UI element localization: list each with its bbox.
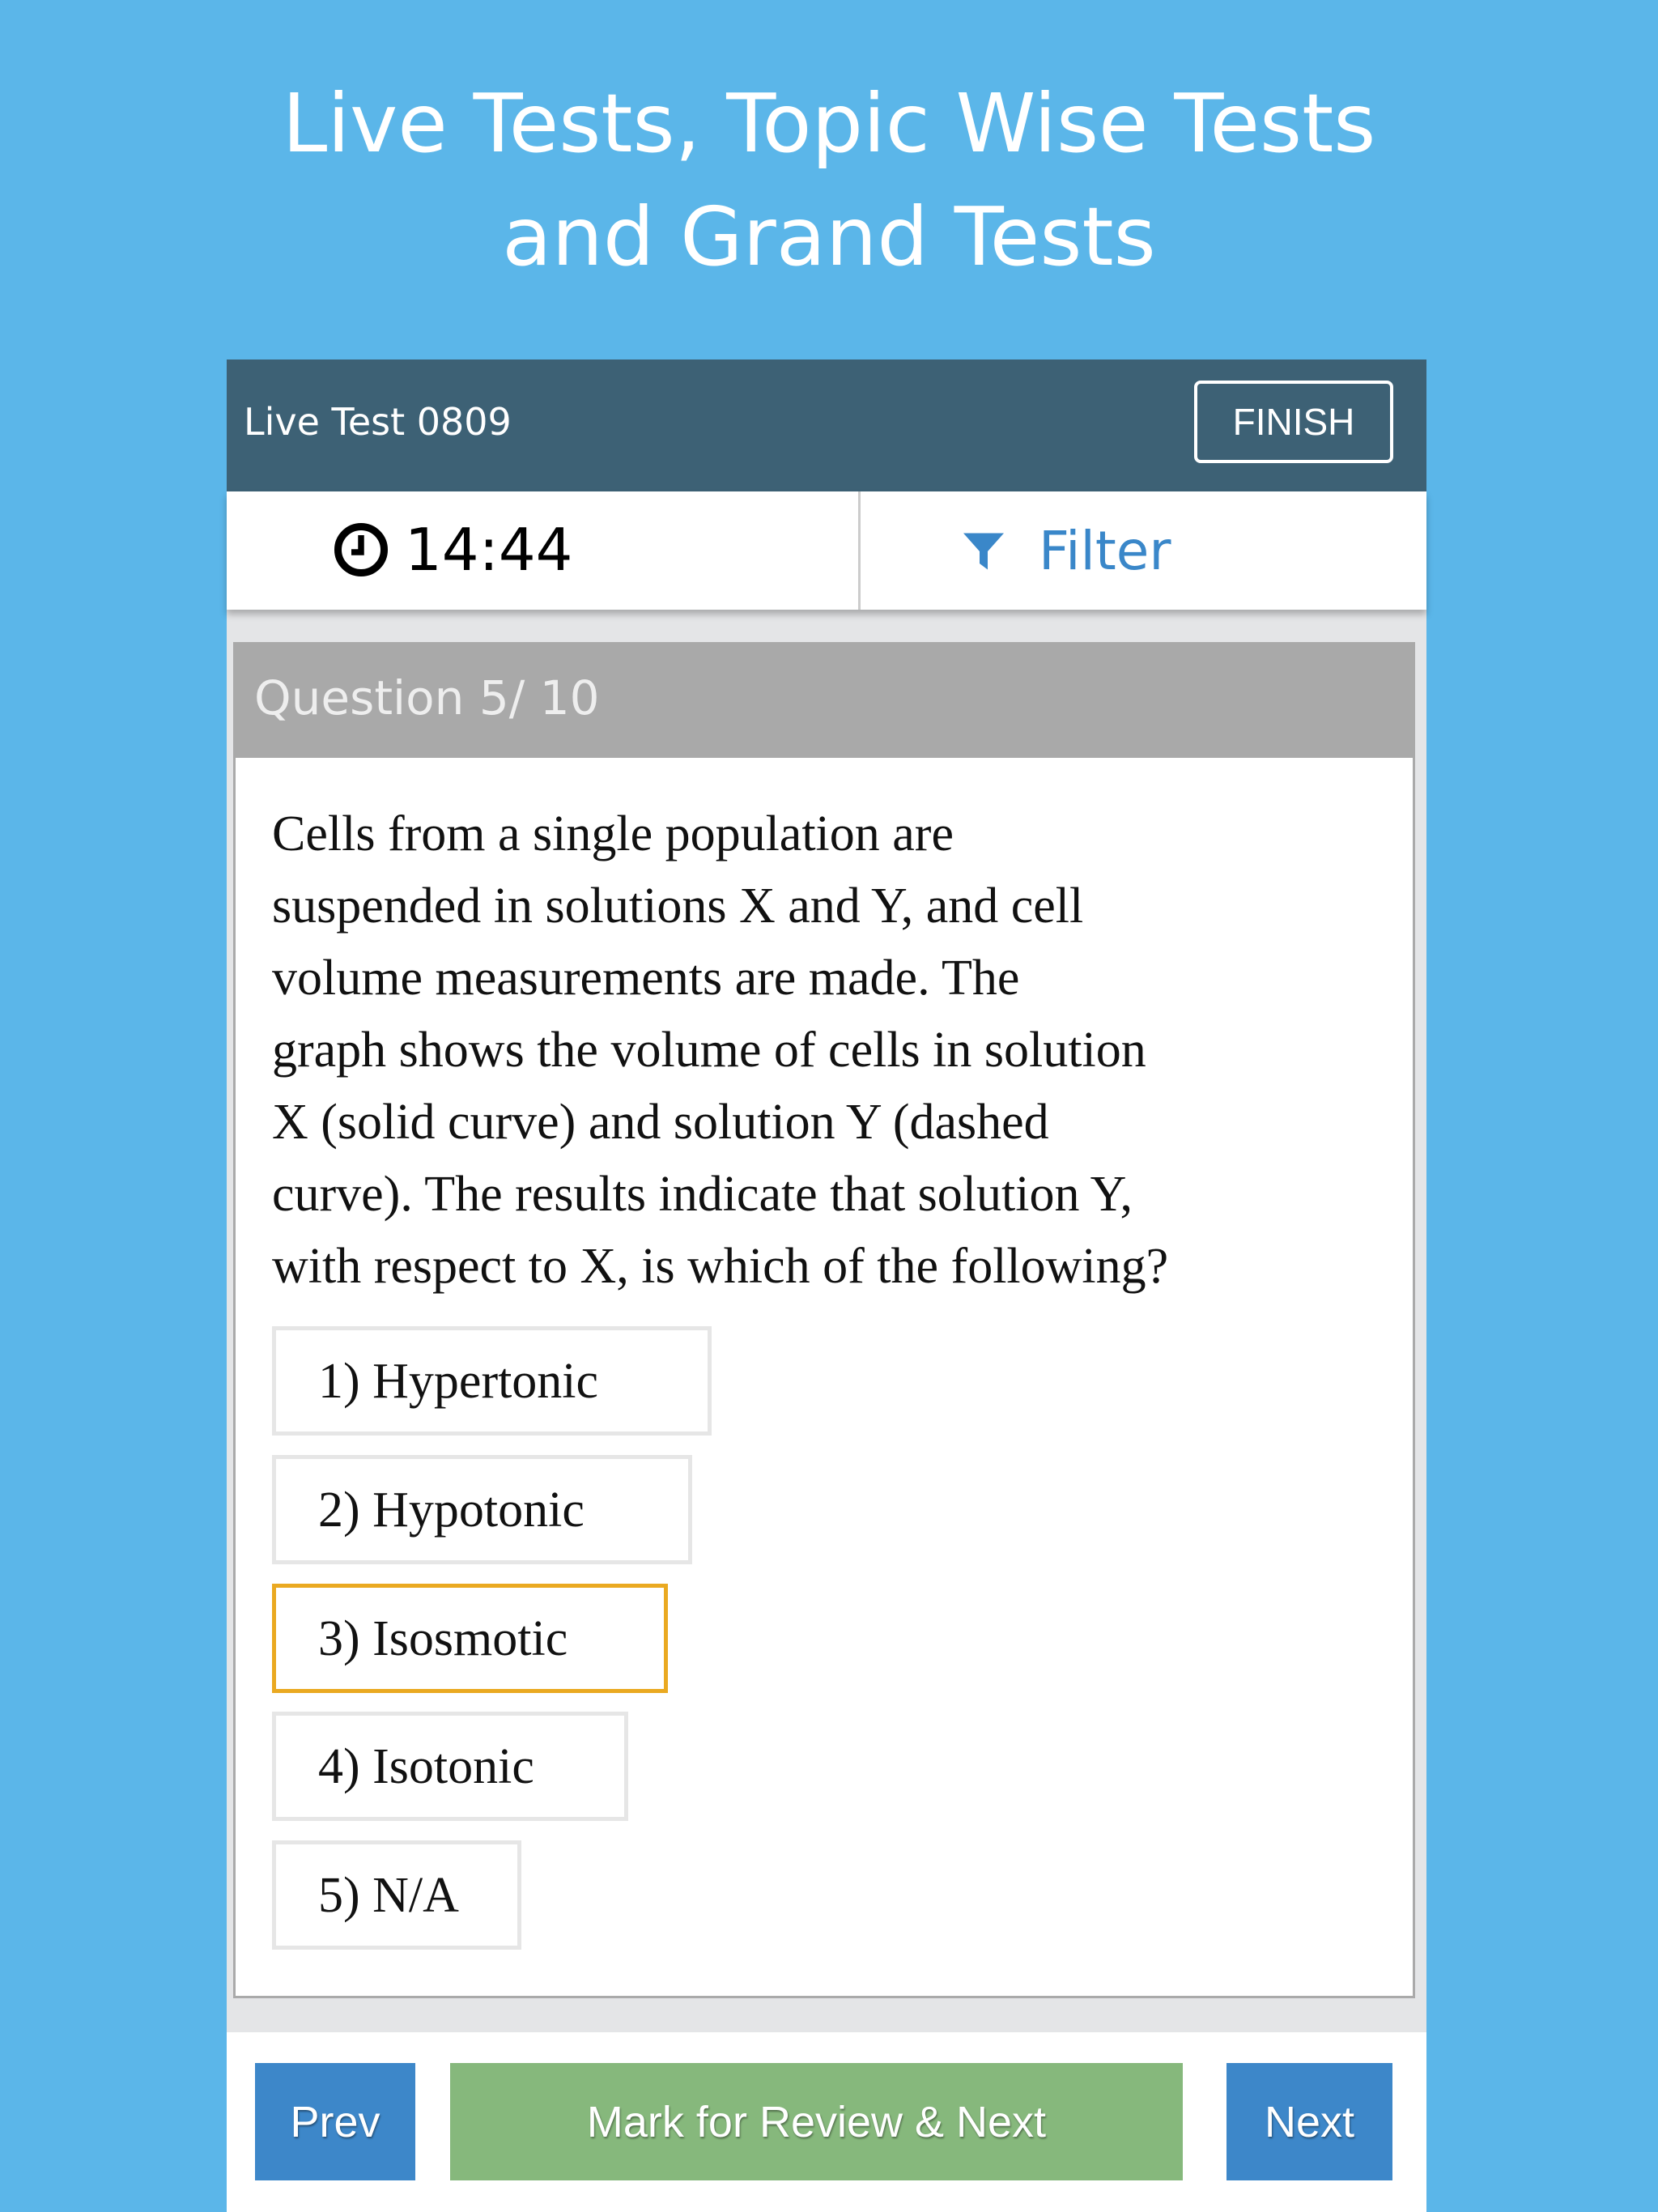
option-3-selected[interactable]: 3) Isosmotic	[272, 1584, 668, 1693]
timer-value: 14:44	[405, 516, 573, 584]
finish-button[interactable]: FINISH	[1194, 381, 1393, 463]
question-line: with respect to X, is which of the follo…	[272, 1239, 1169, 1294]
toolbar-divider	[858, 491, 861, 610]
footer-nav: Prev Mark for Review & Next Next	[227, 2032, 1426, 2212]
question-body: Cells from a single population are suspe…	[233, 758, 1415, 1998]
question-line: graph shows the volume of cells in solut…	[272, 1023, 1146, 1078]
question-counter: Question 5/ 10	[233, 642, 1415, 758]
option-4[interactable]: 4) Isotonic	[272, 1712, 628, 1821]
question-line: X (solid curve) and solution Y (dashed	[272, 1095, 1049, 1150]
timer: 14:44	[332, 516, 573, 584]
toolbar: 14:44 Filter	[227, 491, 1426, 610]
promo-title-line1: Live Tests, Topic Wise Tests	[282, 76, 1376, 171]
promo-title-line2: and Grand Tests	[502, 189, 1156, 284]
option-1[interactable]: 1) Hypertonic	[272, 1326, 712, 1436]
question-line: curve). The results indicate that soluti…	[272, 1167, 1133, 1222]
app-header: Live Test 0809 FINISH	[227, 359, 1426, 491]
prev-button[interactable]: Prev	[255, 2063, 415, 2180]
question-line: suspended in solutions X and Y, and cell	[272, 878, 1084, 934]
app-screen: Live Test 0809 FINISH 14:44 Filter Quest…	[227, 359, 1426, 2212]
funnel-icon	[963, 533, 1004, 569]
question-line: volume measurements are made. The	[272, 951, 1020, 1006]
next-button[interactable]: Next	[1226, 2063, 1392, 2180]
clock-icon	[334, 523, 388, 576]
question-text: Cells from a single population are suspe…	[272, 798, 1168, 1303]
question-line: Cells from a single population are	[272, 806, 954, 861]
filter-label: Filter	[1039, 520, 1171, 582]
filter-button[interactable]: Filter	[959, 520, 1171, 582]
option-5[interactable]: 5) N/A	[272, 1840, 521, 1950]
option-2[interactable]: 2) Hypotonic	[272, 1455, 692, 1564]
mark-for-review-next-button[interactable]: Mark for Review & Next	[450, 2063, 1183, 2180]
test-title: Live Test 0809	[244, 400, 512, 444]
